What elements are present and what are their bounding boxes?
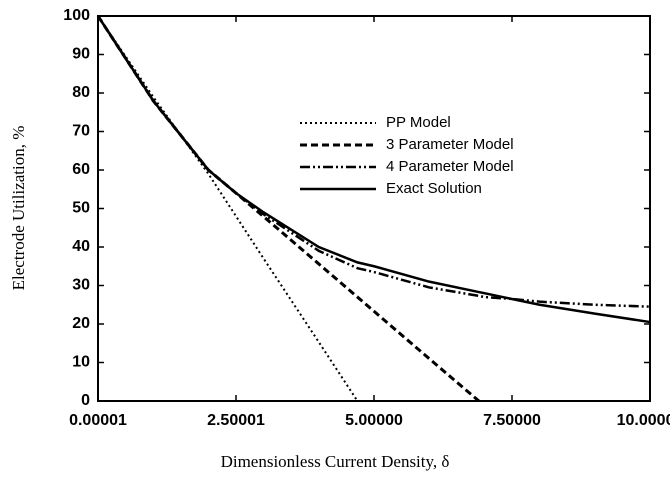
- y-tick-label: 70: [72, 123, 90, 140]
- legend-label: Exact Solution: [386, 180, 482, 197]
- y-tick-label: 90: [72, 46, 90, 63]
- x-tick-label: 2.50001: [207, 412, 265, 429]
- y-tick-label: 10: [72, 354, 90, 371]
- y-tick-label: 80: [72, 84, 90, 101]
- x-tick-label: 7.50000: [483, 412, 541, 429]
- y-tick-label: 20: [72, 315, 90, 332]
- x-axis-label: Dimensionless Current Density, δ: [221, 452, 450, 471]
- legend-label: PP Model: [386, 114, 451, 131]
- x-tick-label: 10.00000: [617, 412, 670, 429]
- y-tick-label: 30: [72, 277, 90, 294]
- legend-label: 3 Parameter Model: [386, 136, 514, 153]
- y-tick-label: 60: [72, 161, 90, 178]
- x-tick-label: 0.00001: [69, 412, 127, 429]
- y-tick-label: 50: [72, 200, 90, 217]
- series-line: [96, 15, 480, 403]
- x-tick-label: 5.00000: [345, 412, 403, 429]
- legend-label: 4 Parameter Model: [386, 158, 514, 175]
- series-line: [96, 15, 651, 308]
- y-axis-label: Electrode Utilization, %: [9, 126, 28, 291]
- y-tick-label: 0: [81, 392, 90, 409]
- series-line: [96, 15, 651, 324]
- y-tick-label: 100: [63, 7, 90, 24]
- y-tick-label: 40: [72, 238, 90, 255]
- plot-frame: [97, 15, 651, 402]
